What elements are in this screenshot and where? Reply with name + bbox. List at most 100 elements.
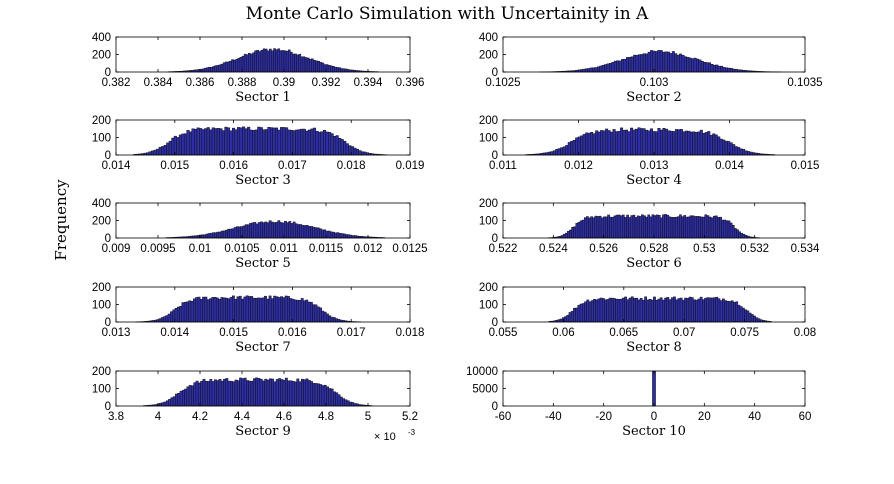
histogram-bar <box>268 378 272 407</box>
histogram-bar <box>738 231 741 239</box>
y-tick-label: 100 <box>92 384 111 396</box>
histogram-bar <box>688 296 692 323</box>
histogram-bar <box>674 53 678 73</box>
histogram-bar <box>307 380 311 407</box>
histogram-bar <box>153 149 157 156</box>
histogram-bar <box>664 214 667 239</box>
histogram-bar <box>264 48 268 73</box>
x-tick-label: 0.015 <box>160 160 189 172</box>
histogram-bar <box>744 150 748 156</box>
histogram-bar <box>653 296 656 323</box>
histogram-bar <box>317 383 320 407</box>
y-tick-label: 0 <box>492 317 498 329</box>
histogram-bar <box>342 68 346 73</box>
histogram-bar <box>208 66 211 73</box>
histogram-bar <box>264 221 268 239</box>
histogram-bar <box>235 59 239 73</box>
histogram-bar <box>650 50 654 73</box>
histogram-bar <box>266 298 270 323</box>
histogram-bar <box>726 301 730 323</box>
histogram-bar <box>321 310 325 323</box>
histogram-bar <box>617 299 621 323</box>
histogram-bar <box>732 144 736 156</box>
x-axis-label: Sector 9 <box>235 424 291 439</box>
x-tick-label: 0.017 <box>278 160 307 172</box>
histogram-bar <box>700 61 704 73</box>
histogram-bar <box>592 67 596 73</box>
x-axis-label: Sector 4 <box>626 173 682 188</box>
histogram-bar <box>249 129 253 156</box>
histogram-bar <box>657 50 661 73</box>
histogram-bar <box>250 380 254 407</box>
histogram-bar <box>211 381 215 407</box>
histogram-bar <box>206 299 210 323</box>
histogram-bar <box>292 221 296 239</box>
x-tick-label: 4.2 <box>192 411 208 423</box>
histogram-bar <box>621 59 625 73</box>
histogram-bar <box>607 130 611 156</box>
histogram-bar <box>667 130 671 156</box>
histogram-bar <box>664 297 667 323</box>
histogram-bar <box>254 129 258 156</box>
histogram-bar <box>592 133 596 156</box>
histogram-bar <box>220 230 224 239</box>
histogram-bar <box>218 64 222 73</box>
histogram-bar <box>630 56 634 73</box>
histogram-bar <box>731 224 735 239</box>
histogram-bar <box>296 299 300 323</box>
histogram-bar <box>181 302 185 323</box>
histogram-bar <box>582 68 586 73</box>
histogram-bar <box>163 144 167 156</box>
histogram-bar <box>625 129 629 156</box>
histogram-bar <box>700 216 703 239</box>
histogram-bar <box>626 214 629 239</box>
y-tick-label: 0 <box>492 150 498 162</box>
x-tick-label: 0.39 <box>273 77 295 89</box>
histogram-bar <box>708 297 712 323</box>
histogram-bar <box>605 128 609 156</box>
histogram-bar <box>191 385 194 407</box>
histogram-bar <box>199 128 203 156</box>
histogram-bar <box>237 127 241 156</box>
histogram-bar <box>188 385 192 407</box>
histogram-bar <box>606 299 610 323</box>
histogram-bar <box>632 129 636 156</box>
histogram-bar <box>577 304 581 323</box>
histogram-bar <box>649 128 653 156</box>
histogram-bar <box>179 390 183 407</box>
histogram-bar <box>266 222 270 239</box>
histogram-bar <box>681 216 684 239</box>
histogram-bar <box>588 217 591 239</box>
histogram-bar <box>570 140 574 156</box>
histogram-bar <box>564 232 568 239</box>
x-tick-label: 4.8 <box>318 411 334 423</box>
histogram-bar <box>653 215 657 239</box>
x-tick-label: 0.08 <box>794 327 816 339</box>
histogram-bar <box>562 146 566 156</box>
histogram-bar <box>555 149 559 156</box>
histogram-bar <box>209 379 213 407</box>
histogram-bar <box>332 66 335 73</box>
histogram-bar <box>229 297 233 323</box>
histogram-bar <box>562 233 566 239</box>
histogram-bar <box>652 370 656 407</box>
histogram-bar <box>292 53 295 73</box>
histogram-bar <box>158 146 162 156</box>
histogram-bar <box>593 299 596 323</box>
y-tick-label: 5000 <box>472 384 498 396</box>
histogram-bar <box>264 129 268 156</box>
histogram-bar <box>624 296 627 323</box>
histogram-bar <box>633 54 637 73</box>
histogram-bar <box>604 64 608 73</box>
histogram-bar <box>721 219 725 239</box>
histogram-bars <box>166 220 386 239</box>
histogram-bar <box>325 131 329 156</box>
histogram-bar <box>644 129 648 156</box>
histogram-bar <box>355 148 359 156</box>
histogram-bar <box>308 226 311 239</box>
x-tick-label: 0.524 <box>539 243 568 255</box>
x-tick-label: 0.386 <box>186 77 215 89</box>
y-tick-label: 0 <box>105 150 111 162</box>
x-tick-label: 0.018 <box>396 327 425 339</box>
histogram-bar <box>277 220 281 239</box>
